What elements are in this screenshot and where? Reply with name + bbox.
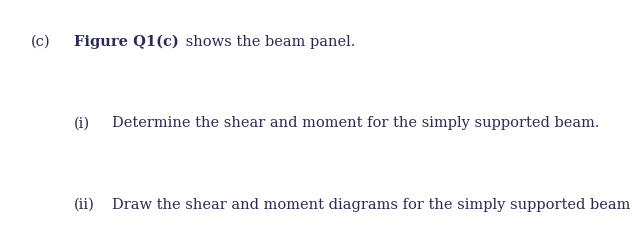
Text: Figure Q1(c): Figure Q1(c) — [74, 35, 178, 49]
Text: shows the beam panel.: shows the beam panel. — [181, 35, 356, 49]
Text: (ii): (ii) — [74, 198, 95, 212]
Text: (c): (c) — [31, 35, 51, 49]
Text: Determine the shear and moment for the simply supported beam.: Determine the shear and moment for the s… — [112, 117, 600, 130]
Text: Draw the shear and moment diagrams for the simply supported beam: Draw the shear and moment diagrams for t… — [112, 198, 631, 212]
Text: (i): (i) — [74, 117, 90, 130]
